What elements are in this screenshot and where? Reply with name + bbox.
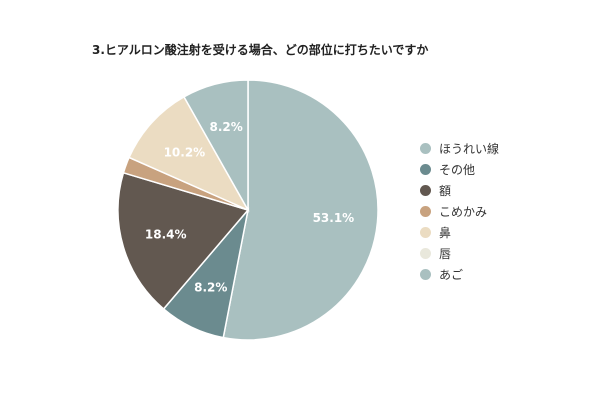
legend-item-7: あご bbox=[420, 264, 499, 285]
legend-label: こめかみ bbox=[439, 205, 488, 219]
legend-swatch bbox=[420, 164, 431, 175]
pie-slice-1 bbox=[222, 79, 379, 341]
legend-swatch bbox=[420, 269, 431, 280]
pie-slices bbox=[117, 79, 379, 341]
legend-item-1: ほうれい線 bbox=[420, 138, 499, 159]
legend-swatch bbox=[420, 143, 431, 154]
legend-label: 額 bbox=[439, 184, 452, 198]
pie-slice-3 bbox=[117, 171, 250, 310]
legend-item-2: その他 bbox=[420, 159, 499, 180]
legend: ほうれい線その他額こめかみ鼻唇あご bbox=[420, 138, 499, 285]
pie-data-labels: 53.1% 8.2% 18.4% 10.2% 8.2% bbox=[145, 120, 354, 294]
legend-label: 唇 bbox=[439, 247, 452, 261]
legend-item-3: 額 bbox=[420, 180, 499, 201]
legend-label: その他 bbox=[439, 163, 476, 177]
legend-label: あご bbox=[439, 268, 464, 282]
pie-data-label: 18.4% bbox=[145, 227, 187, 241]
legend-swatch bbox=[420, 185, 431, 196]
legend-label: 鼻 bbox=[439, 226, 452, 240]
pie-slice-7 bbox=[182, 79, 249, 213]
legend-item-4: こめかみ bbox=[420, 201, 499, 222]
legend-swatch bbox=[420, 227, 431, 238]
chart-title: 3.ヒアルロン酸注射を受ける場合、どの部位に打ちたいですか bbox=[92, 43, 429, 57]
pie-slice-5 bbox=[128, 95, 250, 212]
legend-swatch bbox=[420, 248, 431, 259]
legend-label: ほうれい線 bbox=[439, 142, 500, 156]
legend-item-5: 鼻 bbox=[420, 222, 499, 243]
pie-data-label: 10.2% bbox=[164, 145, 206, 159]
legend-item-6: 唇 bbox=[420, 243, 499, 264]
legend-swatch bbox=[420, 206, 431, 217]
pie-data-label: 53.1% bbox=[313, 211, 355, 225]
pie-data-label: 8.2% bbox=[210, 120, 243, 134]
pie-data-label: 8.2% bbox=[194, 280, 227, 294]
